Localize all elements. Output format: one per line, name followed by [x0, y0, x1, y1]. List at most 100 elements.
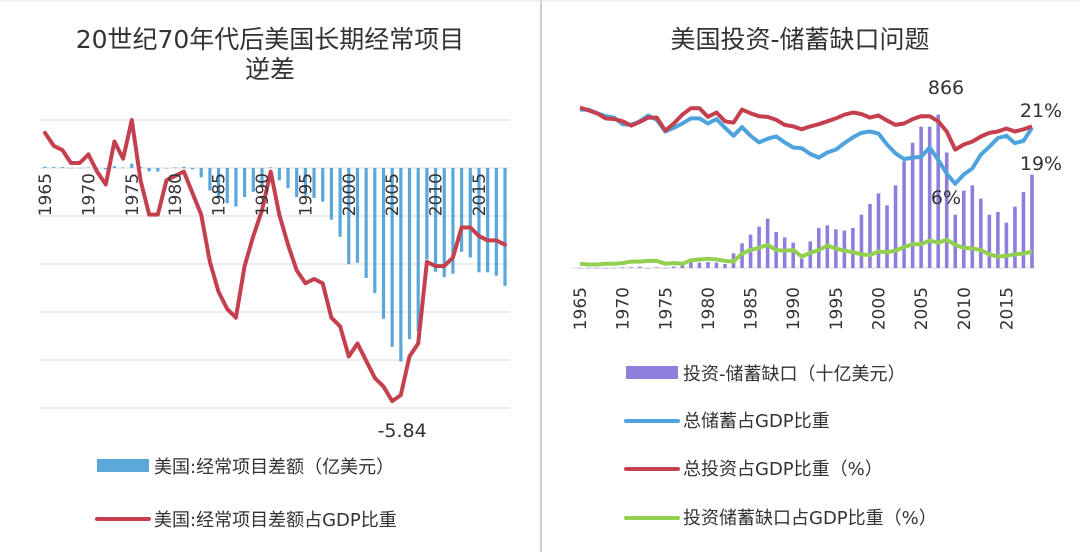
left-bar-1967 [60, 167, 64, 168]
right-bar-1967 [595, 268, 599, 269]
right-x-tick-labels: 1965 1970 1975 1980 1985 1990 1995 2000 2005 2010… [571, 287, 1017, 330]
left-bar-1981 [182, 166, 186, 168]
left-bar-2009 [425, 168, 429, 260]
legend-swatch-gap [626, 366, 678, 379]
right-chart: 美国投资-储蓄缺口问题 1965 1970 1975 1980 1985 1990 1995… [571, 25, 1062, 529]
right-x-tick-1970: 1970 [614, 287, 634, 330]
right-bar-1990 [791, 242, 796, 268]
left-ratio-line [43, 118, 507, 404]
right-bar-1999 [868, 204, 872, 268]
right-bar-2013 [987, 214, 992, 268]
right-bar-1998 [859, 214, 864, 268]
left-x-tick-2005: 2005 [383, 173, 403, 216]
right-x-tick-1965: 1965 [571, 287, 591, 330]
right-annotation-gap-ratio-peak: 6% [931, 187, 961, 209]
right-bar-2012 [979, 198, 983, 268]
legend-label-current-account: 美国:经常项目差额（亿美元） [154, 457, 394, 478]
right-x-tick-1980: 1980 [699, 287, 719, 330]
right-bar-2015 [1004, 222, 1009, 268]
left-bar-1977 [147, 168, 151, 172]
left-bar-1970 [86, 167, 90, 168]
right-investment-line [579, 105, 1033, 152]
right-bar-1966 [586, 268, 591, 269]
left-bar-2008 [416, 168, 420, 332]
right-bar-2001 [885, 205, 889, 268]
right-x-tick-1985: 1985 [742, 287, 762, 330]
left-bar-1973 [112, 166, 117, 168]
right-bar-2003 [902, 161, 906, 268]
right-bar-1980 [706, 262, 710, 268]
right-gap-ratio-line [579, 237, 1033, 267]
left-x-tick-1985: 1985 [210, 173, 230, 216]
left-x-tick-1990: 1990 [253, 173, 273, 216]
left-chart: 20世纪70年代后美国长期经常项目 逆差 1965 1970 1975 1980 198… [36, 25, 510, 531]
left-bar-1965 [43, 166, 47, 168]
left-bar-1984 [208, 168, 212, 191]
left-bar-2013 [460, 168, 464, 252]
right-bar-2018 [1030, 174, 1034, 268]
left-bar-2004 [381, 168, 386, 319]
left-bar-1999 [338, 168, 342, 237]
left-bar-2011 [442, 168, 446, 278]
left-x-tick-2015: 2015 [470, 173, 490, 216]
left-bar-2017 [494, 168, 498, 276]
right-bar-1973 [646, 268, 651, 269]
left-bar-2006 [399, 168, 403, 362]
left-bar-1979 [164, 168, 169, 169]
left-bar-2015 [477, 168, 481, 273]
left-bar-1994 [295, 168, 299, 198]
left-bar-1972 [104, 168, 108, 170]
left-bar-2002 [364, 168, 368, 278]
right-bar-2014 [996, 212, 1000, 268]
right-bar-2008 [944, 152, 949, 268]
left-x-tick-1980: 1980 [166, 173, 186, 216]
left-x-tick-2010: 2010 [427, 173, 447, 216]
left-bar-1992 [277, 168, 281, 181]
legend-label-current-account-gdp: 美国:经常项目差额占GDP比重 [154, 510, 397, 531]
left-bar-1988 [243, 168, 247, 198]
left-bar-2018 [503, 168, 507, 286]
right-bar-2005 [919, 126, 923, 269]
left-bar-2016 [486, 168, 490, 273]
left-bar-series [43, 163, 507, 362]
left-bar-1969 [78, 167, 82, 169]
right-chart-title: 美国投资-储蓄缺口问题 [670, 25, 929, 54]
right-bar-1981 [714, 262, 719, 268]
left-bar-1983 [199, 168, 203, 178]
left-x-tick-2000: 2000 [340, 173, 360, 216]
right-bar-2009 [953, 214, 958, 268]
left-bar-1995 [303, 168, 307, 196]
right-bar-1969 [612, 268, 616, 269]
legend-label-gap: 投资-储蓄缺口（十亿美元） [683, 364, 906, 385]
right-bar-1968 [603, 268, 608, 269]
left-x-tick-1995: 1995 [296, 173, 316, 216]
right-bar-2011 [970, 185, 975, 268]
right-bar-1971 [629, 267, 633, 268]
right-x-tick-1990: 1990 [784, 287, 804, 330]
left-bar-1968 [69, 167, 73, 169]
left-bar-2000 [347, 168, 351, 265]
right-bar-2000 [876, 193, 881, 268]
left-bar-1990 [260, 168, 264, 187]
right-bar-2002 [893, 185, 898, 268]
left-bar-2010 [433, 168, 438, 272]
left-bar-1982 [190, 168, 195, 170]
left-bar-1998 [329, 168, 334, 220]
left-bar-2014 [468, 168, 472, 258]
legend-swatch-current-account [97, 459, 149, 472]
right-bar-2016 [1013, 206, 1017, 268]
right-bar-1982 [723, 264, 727, 268]
right-x-tick-1975: 1975 [656, 287, 676, 330]
left-gridlines [40, 119, 510, 409]
right-savings-line [580, 107, 1034, 186]
left-bar-1989 [251, 168, 255, 192]
legend-label-savings: 总储蓄占GDP比重 [683, 411, 830, 432]
left-x-tick-1975: 1975 [123, 173, 143, 216]
right-x-tick-2015: 2015 [997, 287, 1017, 330]
right-x-tick-2000: 2000 [869, 287, 889, 330]
left-bar-1986 [225, 168, 229, 204]
right-bar-1965 [578, 268, 582, 269]
right-bar-1976 [672, 266, 676, 268]
right-annotation-savings-end: 19% [1020, 153, 1062, 175]
